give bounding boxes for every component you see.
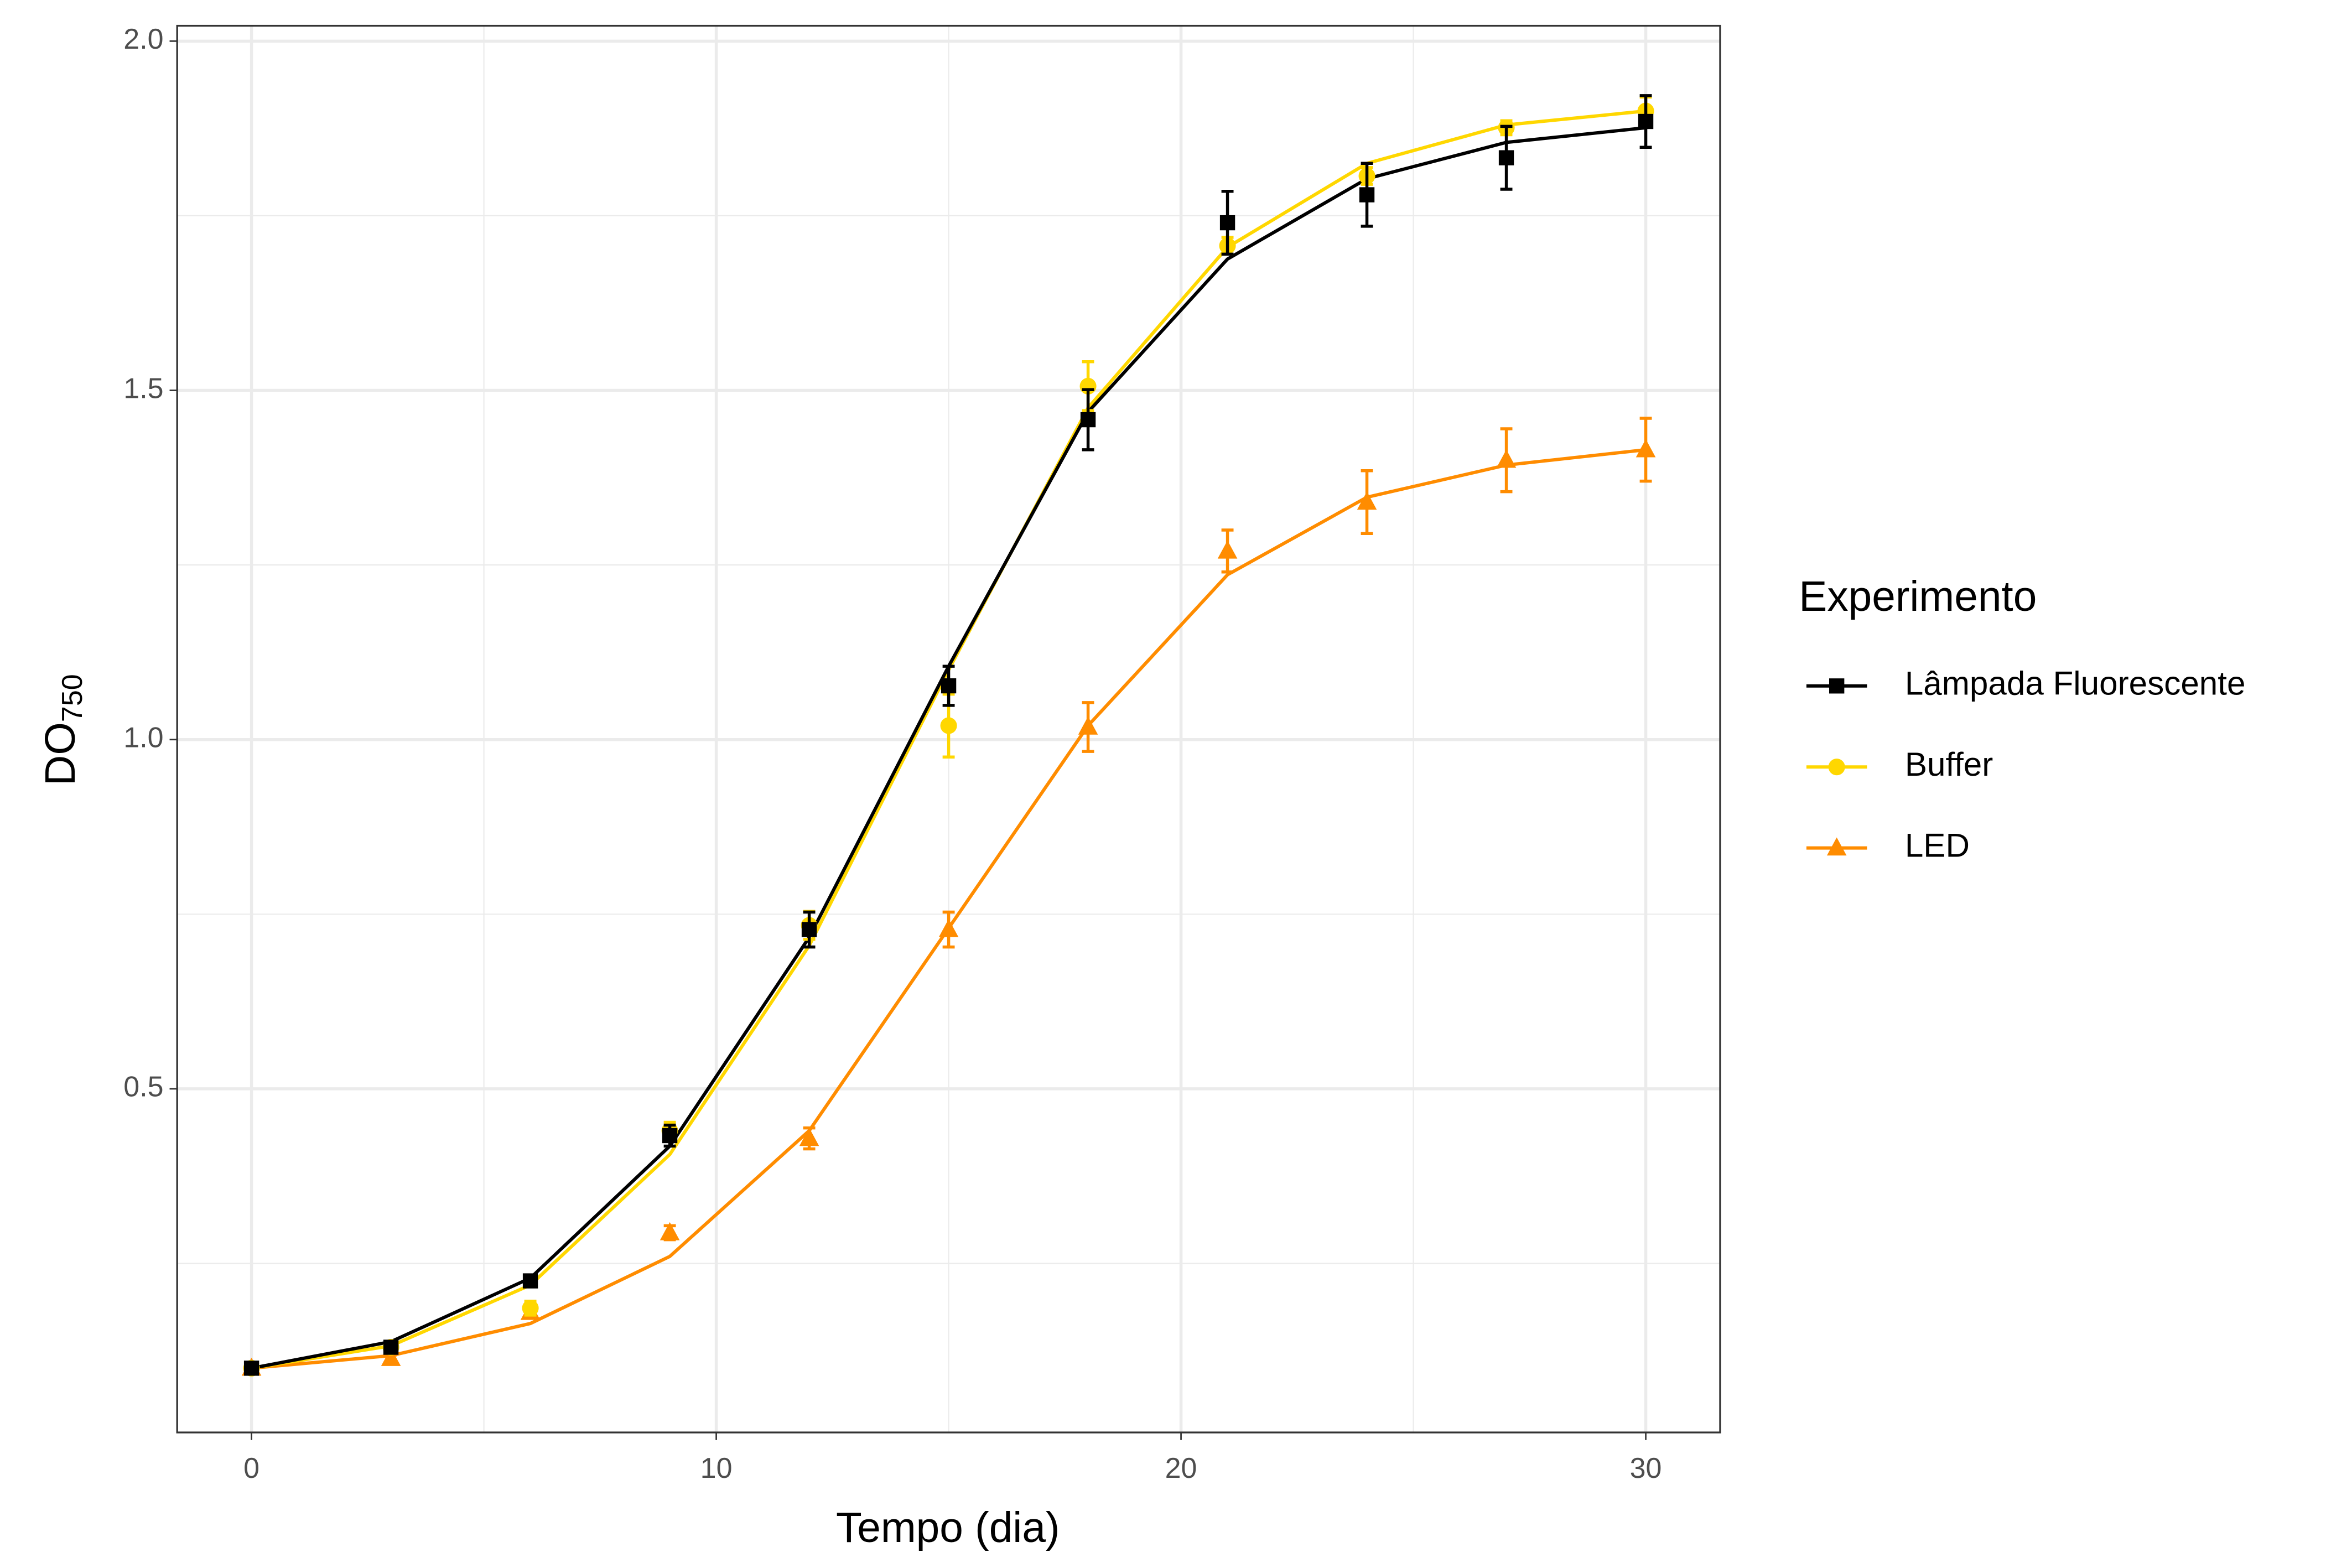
- data-point: [938, 918, 959, 937]
- legend-label: Buffer: [1905, 746, 1993, 783]
- x-tick-label: 0: [243, 1452, 259, 1484]
- y-tick-label: 1.0: [123, 721, 163, 754]
- legend-item: Lâmpada Fluorescente: [1806, 665, 2246, 702]
- x-axis-title: Tempo (dia): [836, 1504, 1060, 1551]
- y-axis-title-subscript: 750: [56, 674, 89, 722]
- data-point: [243, 1361, 259, 1376]
- y-axis-title: DO750: [37, 674, 89, 786]
- legend-item: Buffer: [1806, 746, 1993, 783]
- data-point: [1219, 215, 1235, 231]
- data-point: [522, 1300, 539, 1317]
- legend-key-marker: [1829, 678, 1845, 694]
- y-tick-label: 1.5: [123, 372, 163, 404]
- data-point: [1357, 491, 1377, 510]
- data-point: [662, 1128, 678, 1144]
- y-axis-title-main: DO: [37, 722, 84, 786]
- y-tick-label: 2.0: [123, 23, 163, 55]
- x-tick-label: 30: [1630, 1452, 1662, 1484]
- data-point: [799, 1128, 819, 1146]
- data-point: [1636, 439, 1656, 458]
- legend-item: LED: [1806, 827, 1970, 864]
- legend-key-marker: [1826, 837, 1847, 856]
- data-point: [522, 1273, 538, 1289]
- data-point: [1496, 449, 1517, 468]
- legend-label: LED: [1905, 827, 1970, 864]
- data-point: [940, 717, 957, 734]
- y-tick-label: 0.5: [123, 1071, 163, 1103]
- data-point: [1498, 150, 1514, 165]
- data-point: [801, 922, 817, 937]
- data-point: [1217, 540, 1238, 559]
- legend-title: Experimento: [1799, 573, 2037, 620]
- data-point: [660, 1222, 680, 1240]
- data-point: [1078, 716, 1098, 735]
- data-point: [1638, 113, 1654, 129]
- data-point: [383, 1339, 399, 1355]
- data-point: [381, 1348, 401, 1366]
- data-point: [941, 678, 957, 694]
- data-point: [1359, 187, 1375, 203]
- data-point: [1080, 412, 1096, 428]
- x-tick-label: 10: [700, 1452, 733, 1484]
- x-tick-label: 20: [1165, 1452, 1197, 1484]
- legend-label: Lâmpada Fluorescente: [1905, 665, 2246, 702]
- panel-border: [176, 24, 1721, 1434]
- legend-key-marker: [1828, 759, 1845, 776]
